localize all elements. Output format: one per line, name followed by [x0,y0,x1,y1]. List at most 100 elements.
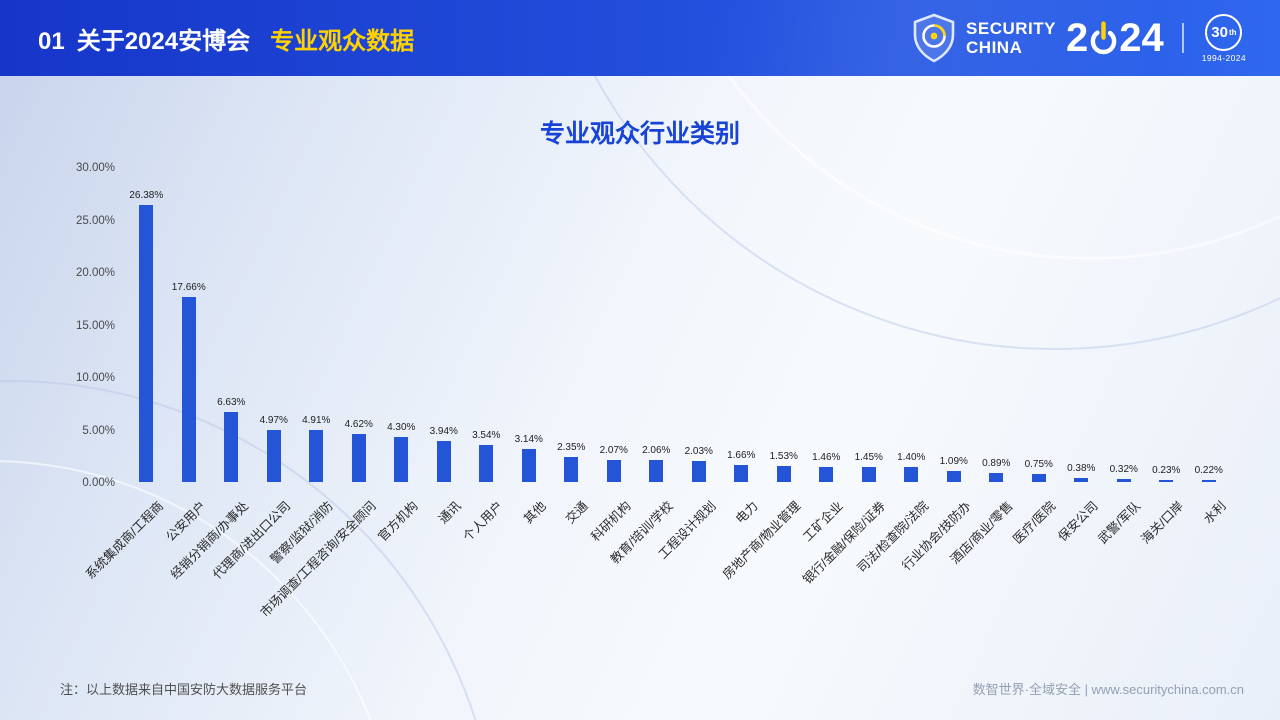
bar [1116,478,1131,482]
header-bar: 01 关于2024安博会 专业观众数据 SECURITY CHINA 2 [0,0,1280,76]
bar [1031,474,1046,482]
bar-value-label: 1.53% [769,450,798,462]
x-label-slot: 行业协会/技防办 [899,489,976,679]
bar-value-label: 4.30% [387,421,416,433]
bar-value-label: 2.03% [684,445,713,457]
brand-line1: SECURITY [966,18,1056,38]
bar [436,440,451,482]
bar-slot: 1.53% [763,167,806,482]
x-label-slot: 科研机构 [588,489,636,679]
x-axis-label: 交通 [563,498,591,527]
x-label-slot: 交通 [550,489,593,679]
bar [139,205,154,482]
bar [649,460,664,482]
anniversary-sup: th [1228,27,1237,37]
bar-value-label: 0.38% [1067,463,1096,475]
bar-value-label: 0.22% [1194,464,1223,476]
bar-slot: 1.66% [720,167,763,482]
bar-slot: 2.07% [593,167,636,482]
bar-value-label: 1.66% [727,449,756,461]
bar-value-label: 1.40% [897,452,926,464]
bar-value-label: 0.32% [1109,463,1138,475]
x-label-slot: 个人用户 [461,489,508,679]
x-label-slot: 电力 [720,489,763,679]
x-label-slot: 酒店/商业/零售 [948,489,1018,679]
bar [734,464,749,482]
x-label-slot: 其他 [508,489,551,679]
x-label-slot: 系统集成商/工程商 [83,489,168,679]
bar-slot: 4.30% [380,167,423,482]
x-label-slot: 经销分销商/办事处 [168,489,253,679]
power-button-icon [1090,20,1117,54]
section-number: 01 [38,27,65,55]
year-suffix: 24 [1119,16,1164,60]
x-label-slot: 医疗/医院 [1011,489,1061,679]
y-axis-tick: 20.00% [75,267,115,280]
bar-slot: 3.14% [508,167,551,482]
shield-logo-icon [913,13,955,63]
x-label-slot: 保安公司 [1056,489,1103,679]
bar-value-label: 3.54% [472,429,501,441]
bar-slot: 0.32% [1103,167,1146,482]
bar-slot: 4.91% [295,167,338,482]
x-axis-label: 官方机构 [375,498,421,545]
x-label-slot: 市场调查/工程咨询/安全顾问 [258,489,381,679]
vertical-divider [1181,23,1184,53]
x-label-slot: 工程设计规划 [656,489,721,679]
footer-note: 注：以上数据来自中国安防大数据服务平台 [60,682,308,697]
bar-slot: 2.06% [635,167,678,482]
bar-slot: 0.38% [1060,167,1103,482]
y-axis-tick: 30.00% [75,162,115,174]
x-label-slot: 水利 [1188,489,1231,679]
bar-value-label: 2.35% [557,442,586,454]
bar-value-label: 0.89% [982,457,1011,469]
x-label-slot: 通讯 [423,489,466,679]
x-axis-label: 其他 [520,498,549,527]
bar-slot: 6.63% [210,167,253,482]
bar [394,436,409,482]
bar-value-label: 3.14% [514,434,543,446]
anniversary-years: 1994-2024 [1201,52,1246,63]
bar [1074,478,1089,482]
bar-value-label: 2.07% [599,445,628,457]
x-label-slot: 海关/口岸 [1138,489,1188,679]
bar-slot: 0.23% [1145,167,1188,482]
bar-value-label: 26.38% [129,190,164,202]
bar [564,457,579,482]
bar-value-label: 3.94% [429,425,458,437]
x-axis-labels: 系统集成商/工程商 公安用户 经销分销商/办事处 代理商/进出口公司 警察/监狱/消防市… [83,489,1231,679]
bar-slot: 26.38% [125,167,168,482]
x-axis-label: 电力 [733,498,761,527]
y-axis-tick: 5.00% [82,424,115,437]
x-label-slot: 银行/金融/保险/证券 [800,489,891,679]
x-axis-label: 通讯 [435,498,464,527]
section-title: 关于2024安博会 [76,27,251,55]
year-prefix: 2 [1066,16,1089,60]
page-title: 01 关于2024安博会 专业观众数据 [38,21,414,56]
y-axis-tick: 25.00% [75,214,115,227]
bar-value-label: 0.75% [1024,459,1053,471]
bar-chart: 26.38% 17.66% 6.63% 4.97% 4.91% 4.62% 4.30% 3.9… [76,162,1230,489]
plot-area: 26.38% 17.66% 6.63% 4.97% 4.91% 4.62% 4.30% 3.9… [125,167,1230,482]
bar [309,430,324,482]
y-axis-tick: 15.00% [75,319,115,332]
bar-slot: 3.94% [423,167,466,482]
bar [819,466,834,482]
y-axis-tick: 0.00% [82,477,115,489]
bar-value-label: 4.62% [344,418,373,430]
bar [904,467,919,482]
bar-slot: 4.62% [338,167,381,482]
x-axis-label: 保安公司 [1055,498,1101,545]
x-axis-label: 个人用户 [460,498,506,545]
bar-slot: 1.46% [805,167,848,482]
bar [861,466,876,482]
bar-slot: 3.54% [465,167,508,482]
bar [479,444,494,482]
bar-slot: 0.75% [1018,167,1061,482]
bar [1159,479,1174,482]
bar-slot: 1.40% [890,167,933,482]
bar-slot: 0.89% [975,167,1018,482]
footer-website: 数智世界·全域安全 | www.securitychina.com.cn [972,682,1244,697]
